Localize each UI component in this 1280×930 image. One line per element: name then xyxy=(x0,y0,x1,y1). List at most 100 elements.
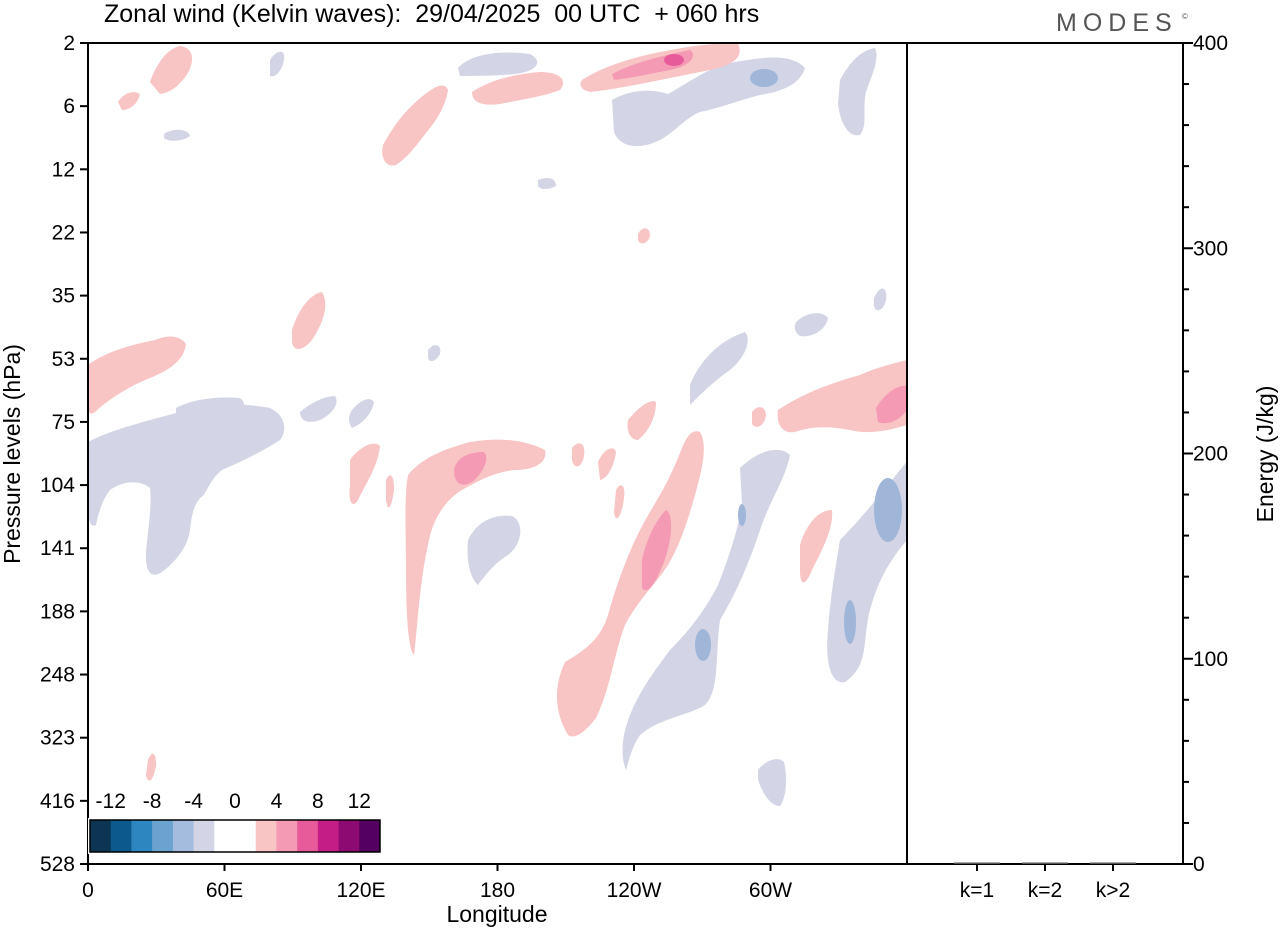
colorbar-swatch xyxy=(255,820,277,852)
energy-bar xyxy=(954,862,1000,864)
colorbar-swatch xyxy=(214,820,236,852)
colorbar-swatch xyxy=(152,820,174,852)
colorbar-swatch xyxy=(317,820,340,852)
negative-blob-top-left xyxy=(270,51,285,77)
negative-core-east-104 xyxy=(874,478,902,542)
negative-cores xyxy=(695,69,902,661)
positive-blob-6 xyxy=(118,92,140,110)
positive-band-top-mid xyxy=(472,72,564,105)
negative-blob-west-upper xyxy=(176,397,245,420)
colorbar-swatch xyxy=(193,820,215,852)
colorbar-swatch xyxy=(235,820,257,852)
energy-category-label: k=2 xyxy=(1028,879,1062,902)
longitude-tick-label: 60E xyxy=(206,879,243,902)
positive-blob-22 xyxy=(638,228,650,244)
positive-blob-104-b xyxy=(598,448,616,480)
positive-blob-104-d xyxy=(386,475,394,508)
pressure-tick-label: 416 xyxy=(40,790,75,813)
positive-blob-104-a xyxy=(349,443,380,505)
pressure-tick-label: 6 xyxy=(63,95,75,118)
colorbar-swatch xyxy=(110,820,132,852)
colorbar-label: 4 xyxy=(271,790,283,813)
negative-blob-30 xyxy=(874,288,887,311)
colorbar-label: -4 xyxy=(184,790,203,813)
energy-tick-label: 200 xyxy=(1193,443,1228,466)
energy-tick-label: 100 xyxy=(1193,648,1228,671)
pressure-tick-label: 12 xyxy=(52,158,75,181)
positive-blob-90 xyxy=(752,407,766,427)
positive-core-top-strong xyxy=(664,54,684,66)
pressure-tick-label: 141 xyxy=(40,537,75,560)
negative-small-1 xyxy=(428,345,441,362)
energy-category-label: k>2 xyxy=(1096,879,1130,902)
longitude-tick-label: 120E xyxy=(336,879,385,902)
colorbar-swatch xyxy=(131,820,153,852)
colorbar-label: 0 xyxy=(229,790,241,813)
energy-tick-label: 400 xyxy=(1193,32,1228,55)
negative-blob-53 xyxy=(690,332,748,405)
energy-axis-title: Energy (J/kg) xyxy=(1252,386,1278,523)
wind-contours xyxy=(88,43,907,806)
colorbar-swatch xyxy=(90,820,112,852)
longitude-tick-label: 120W xyxy=(607,879,662,902)
positive-blob-75 xyxy=(627,401,656,440)
positive-stream-central xyxy=(405,439,546,655)
pressure-tick-label: 188 xyxy=(40,600,75,623)
colorbar-swatch xyxy=(297,820,319,852)
longitude-tick-label: 180 xyxy=(480,879,515,902)
energy-bar xyxy=(1090,862,1136,864)
pressure-axis: 2 6 12 22 35 53 75 104 141 188 248 323 416 528 xyxy=(40,32,88,876)
energy-tick-label: 300 xyxy=(1193,237,1228,260)
pressure-tick-label: 323 xyxy=(40,727,75,750)
positive-blob-35 xyxy=(292,292,326,349)
negative-core-top xyxy=(750,69,778,87)
pressure-tick-label: 53 xyxy=(52,348,75,371)
positive-blob-120 xyxy=(800,510,833,583)
negative-small-3 xyxy=(164,129,190,141)
pressure-tick-label: 2 xyxy=(63,32,75,55)
energy-bar xyxy=(1022,862,1068,864)
negative-core-248 xyxy=(695,629,711,661)
longitude-tick-label: 0 xyxy=(82,879,94,902)
negative-blob-75-b xyxy=(349,399,374,428)
positive-blob-104-c xyxy=(572,443,585,467)
positive-core-75 xyxy=(876,385,907,424)
chart-title: Zonal wind (Kelvin waves): 29/04/2025 00… xyxy=(104,0,760,28)
pressure-tick-label: 248 xyxy=(40,664,75,687)
colorbar-label: -8 xyxy=(143,790,162,813)
energy-bars: k=1 k=2 k>2 xyxy=(954,862,1136,902)
positive-core-104 xyxy=(454,452,487,485)
negative-blob-35 xyxy=(794,313,828,337)
x-axis-title: Longitude xyxy=(446,901,547,927)
energy-category-label: k=1 xyxy=(960,879,994,902)
colorbar-label: 12 xyxy=(348,790,371,813)
modes-logo: MODES xyxy=(1056,9,1178,37)
pressure-tick-label: 35 xyxy=(52,285,75,308)
energy-tick-label: 0 xyxy=(1193,853,1205,876)
positive-core-strong xyxy=(664,54,684,66)
positive-stream-diagonal xyxy=(556,431,704,737)
negative-strip-top xyxy=(458,52,538,76)
colorbar-legend: -12 -8 -4 0 4 8 12 xyxy=(88,790,382,854)
pressure-tick-label: 528 xyxy=(40,853,75,876)
colorbar-label: 8 xyxy=(312,790,324,813)
longitude-axis: 0 60E 120E 180 120W 60W xyxy=(82,864,792,902)
negative-blob-420 xyxy=(758,759,787,806)
pressure-tick-label: 22 xyxy=(52,221,75,244)
copyright-mark: © xyxy=(1182,12,1188,21)
positive-blob-141 xyxy=(614,485,625,519)
positive-band-east-75 xyxy=(777,360,907,433)
colorbar-swatch xyxy=(172,820,195,852)
negative-strip-top-east xyxy=(838,48,877,136)
positive-stream-top xyxy=(382,85,448,166)
pressure-tick-label: 75 xyxy=(52,411,75,434)
positive-blob-416 xyxy=(146,753,156,781)
negative-stream-mid xyxy=(622,449,790,770)
colorbar-label: -12 xyxy=(96,790,126,813)
colorbar-swatch xyxy=(276,820,298,852)
negative-blob-75-a xyxy=(300,396,337,422)
negative-core-188 xyxy=(844,600,856,644)
negative-small-2 xyxy=(538,178,556,189)
longitude-tick-label: 60W xyxy=(749,879,792,902)
